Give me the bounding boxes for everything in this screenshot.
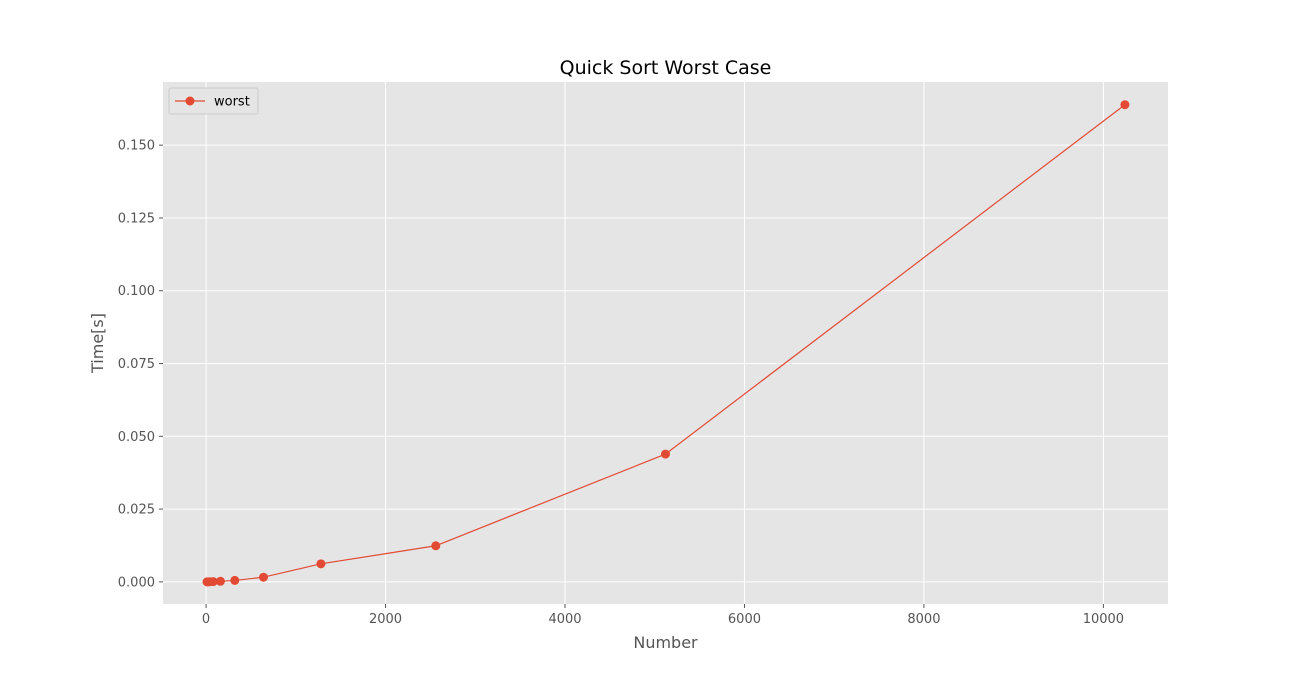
plot-background	[163, 82, 1168, 604]
legend-marker	[185, 96, 195, 106]
legend: worst	[168, 87, 259, 115]
data-point	[259, 572, 268, 582]
data-point	[431, 541, 441, 551]
y-tick-label: 0.150	[118, 139, 155, 154]
legend-label: worst	[214, 95, 250, 110]
y-tick-label: 0.125	[118, 211, 155, 226]
x-tick-label: 6000	[728, 612, 761, 627]
data-point	[230, 575, 240, 585]
x-tick-label: 0	[202, 612, 210, 627]
x-tick-label: 8000	[907, 612, 940, 627]
grid-lines	[163, 82, 1168, 604]
x-axis-label: Number	[633, 633, 698, 652]
y-tick-label: 0.050	[118, 430, 155, 445]
data-point	[661, 449, 670, 459]
y-axis-ticks: 0.000 0.025 0.050 0.075 0.100 0.125 0.150	[118, 139, 163, 590]
y-tick-label: 0.025	[118, 503, 155, 518]
data-point	[316, 559, 326, 569]
x-axis-ticks: 0 2000 4000 6000 8000 10000	[202, 604, 1124, 627]
y-axis-label: Time[s]	[88, 313, 107, 374]
legend-box	[168, 87, 259, 115]
x-tick-label: 10000	[1083, 612, 1124, 627]
y-tick-label: 0.100	[118, 284, 155, 299]
x-tick-label: 4000	[548, 612, 581, 627]
series-layer	[202, 100, 1130, 587]
data-point	[215, 576, 225, 586]
y-tick-label: 0.075	[118, 357, 155, 372]
chart-title: Quick Sort Worst Case	[560, 57, 772, 79]
x-tick-label: 2000	[369, 612, 402, 627]
data-point	[1120, 100, 1130, 110]
data-point	[208, 577, 218, 587]
y-tick-label: 0.000	[118, 575, 155, 590]
